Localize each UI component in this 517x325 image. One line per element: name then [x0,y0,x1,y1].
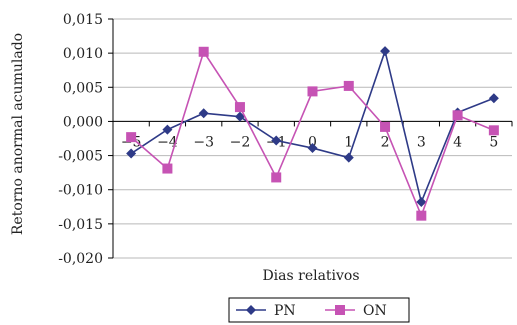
y-tick-label: -0,015 [58,217,103,233]
data-point [416,210,427,221]
x-tick-label: 5 [489,134,498,150]
data-point [488,93,499,104]
data-point [271,172,282,183]
x-axis-tick-labels: −5−4−3−2−1012345 [112,121,513,150]
data-point [307,143,318,154]
data-point [162,163,173,174]
legend-marker [246,305,256,315]
data-point [234,111,245,122]
legend-label: PN [274,303,296,319]
y-tick-label: 0,005 [63,80,103,96]
legend-item-ON: ON [325,303,387,319]
data-point [126,132,137,143]
data-point [198,46,209,57]
y-tick-label: 0,010 [63,46,103,62]
x-tick-label: 0 [308,134,317,150]
y-axis-tick-labels: 0,015 0,010 0,005 0,000 -0,005 -0,010 -0,015 -0… [58,12,103,267]
x-tick-label: −2 [230,134,251,150]
data-point [234,102,245,113]
data-point [307,86,318,97]
data-point [380,46,391,57]
legend: PN ON [228,297,410,323]
series-PN [126,46,499,208]
x-tick-label: 4 [453,134,462,150]
series-line [130,48,495,205]
x-tick-label: 1 [344,134,353,150]
x-tick-label: 2 [381,134,390,150]
y-tick-label: -0,005 [58,149,103,165]
data-point [343,80,354,91]
data-point [380,121,391,132]
x-tick-label: −5 [121,134,142,150]
x-tick-label: 3 [417,134,426,150]
data-point [452,110,463,121]
legend-label: ON [363,303,387,319]
data-point [343,152,354,163]
data-point [271,135,282,146]
series-group [126,46,499,221]
x-axis-title: Dias relativos [262,268,359,284]
x-tick-label: −3 [193,134,214,150]
data-point [126,148,137,159]
legend-marker [335,305,345,315]
y-tick-label: 0,000 [63,114,103,130]
x-tick-label: −4 [157,134,178,150]
y-tick-label: -0,010 [58,183,103,199]
data-point [198,108,209,119]
y-axis-title: Retorno anormal acumulado [10,33,26,235]
data-point [416,197,427,208]
data-point [488,125,499,136]
series-ON [126,46,499,221]
y-tick-label: 0,015 [63,12,103,28]
legend-item-PN: PN [236,303,296,319]
y-tick-label: -0,020 [58,251,103,267]
data-point [162,124,173,135]
